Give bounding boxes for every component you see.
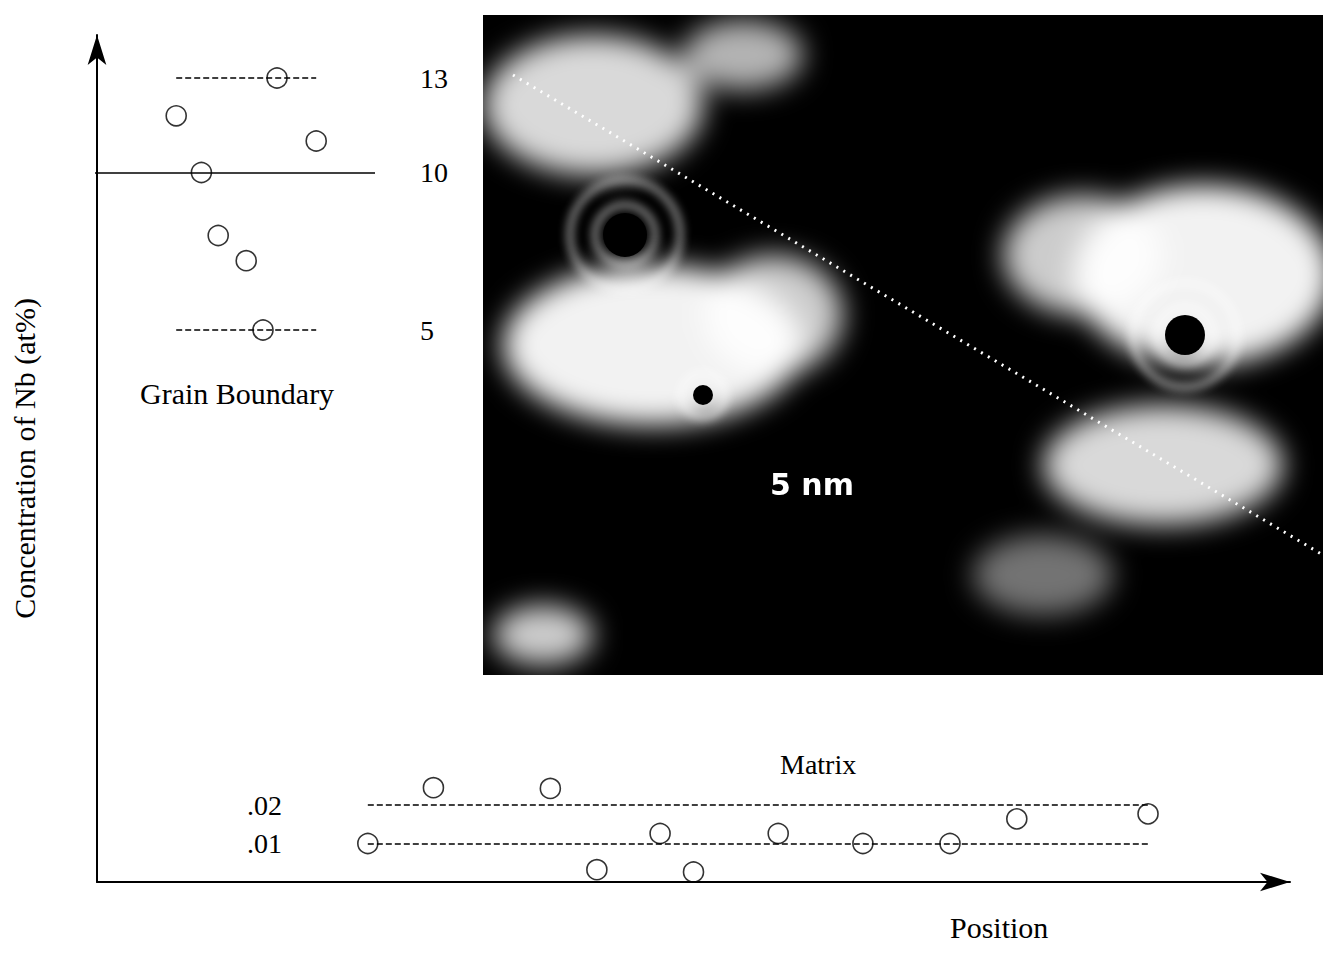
- svg-text:10: 10: [420, 157, 448, 188]
- svg-text:5 nm: 5 nm: [770, 467, 854, 502]
- svg-text:Concentration of Nb (at%): Concentration of Nb (at%): [8, 298, 42, 619]
- svg-text:Grain Boundary: Grain Boundary: [140, 377, 334, 410]
- svg-text:Position: Position: [950, 911, 1048, 944]
- svg-text:.02: .02: [247, 790, 282, 821]
- svg-text:.01: .01: [247, 828, 282, 859]
- svg-text:13: 13: [420, 63, 448, 94]
- svg-text:Matrix: Matrix: [780, 749, 856, 780]
- svg-text:5: 5: [420, 315, 434, 346]
